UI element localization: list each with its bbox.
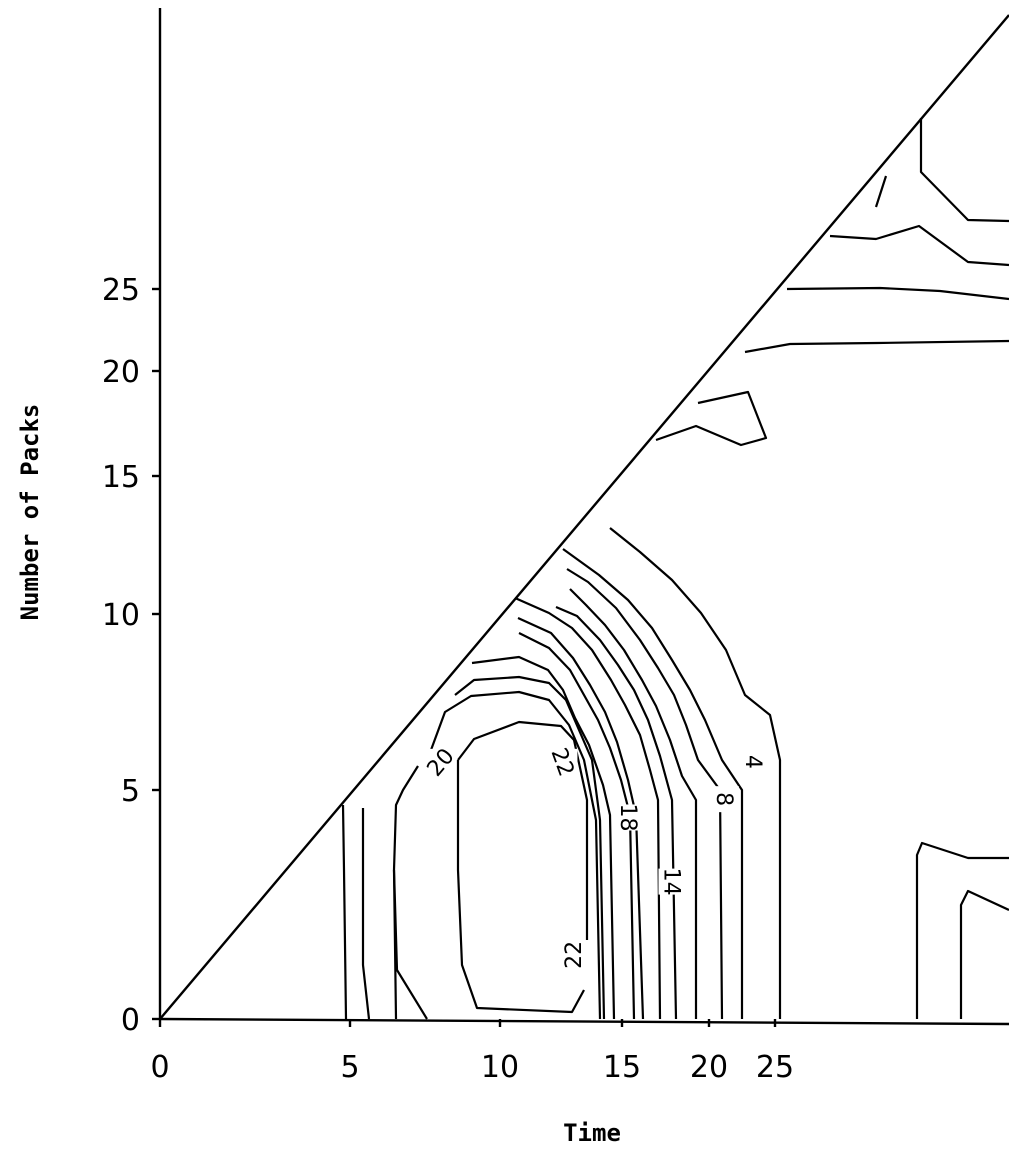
contour-line-b2 xyxy=(959,889,1009,1019)
y-tick-label: 10 xyxy=(102,598,140,633)
contour-line-6 xyxy=(562,548,744,1019)
x-axis-title: Time xyxy=(563,1119,621,1147)
y-tick-label: 0 xyxy=(121,1003,140,1038)
diagonal-boundary-line xyxy=(159,14,1009,1020)
x-tick-label: 10 xyxy=(481,1050,519,1085)
contour-label-bg xyxy=(559,941,588,968)
contour-line-t2 xyxy=(744,339,1009,354)
x-tick-label: 0 xyxy=(150,1050,169,1085)
contour-line-20c xyxy=(429,690,602,1020)
contour-lines xyxy=(341,118,1009,1020)
contour-label: 4 xyxy=(740,755,765,769)
y-axis-title: Number of Packs xyxy=(16,404,44,621)
y-tick-label: 15 xyxy=(102,460,140,495)
y-tick-label: 5 xyxy=(121,774,140,809)
contour-line-20a xyxy=(471,655,616,1020)
contour-line-12 xyxy=(555,605,678,1020)
contour-line-20b xyxy=(454,675,606,1020)
contour-line-16 xyxy=(517,616,645,1020)
contour-label: 22 xyxy=(562,941,587,969)
contour-line-8 xyxy=(566,568,724,1020)
contour-line-t6 xyxy=(919,118,1009,223)
contour-label: 8 xyxy=(711,792,736,806)
x-tick-label: 15 xyxy=(603,1050,641,1085)
contour-line-t3 xyxy=(786,286,1009,301)
contour-label-bg xyxy=(426,748,454,775)
x-tick-label: 20 xyxy=(690,1050,728,1085)
contour-line-23 xyxy=(392,869,428,1020)
contour-line-22 xyxy=(457,720,589,940)
contour-line-t5 xyxy=(874,175,888,208)
contour-line-14 xyxy=(514,596,662,1020)
contour-line-18 xyxy=(518,632,636,1020)
contour-label-bg xyxy=(658,868,687,895)
axes xyxy=(158,8,1009,1026)
contour-line-c1 xyxy=(341,804,348,1020)
contour-line-22b xyxy=(456,760,585,1014)
x-tick-label: 5 xyxy=(340,1050,359,1085)
contour-label: 14 xyxy=(658,868,683,896)
y-tick-label: 20 xyxy=(102,355,140,390)
contour-line-b1 xyxy=(915,841,1009,1019)
contour-label: 18 xyxy=(615,803,640,831)
contour-label-bg xyxy=(739,748,768,775)
contour-line-t1 xyxy=(655,390,768,447)
contour-line-t4 xyxy=(829,224,1009,267)
contour-line-21 xyxy=(392,765,419,1020)
contour-label-bg xyxy=(710,786,739,813)
y-tick-label: 25 xyxy=(102,273,140,308)
x-tick-label: 25 xyxy=(756,1050,794,1085)
contour-label-bg xyxy=(549,748,578,775)
contour-label-bg xyxy=(614,804,643,831)
axis-ticks: 0 5 10 15 20 25 0 5 10 15 20 25 xyxy=(102,273,794,1085)
contour-line-10 xyxy=(569,588,698,1019)
contour-line-c2 xyxy=(361,808,371,1020)
x-axis-line xyxy=(159,1017,1009,1026)
contour-line-4 xyxy=(609,527,782,1019)
